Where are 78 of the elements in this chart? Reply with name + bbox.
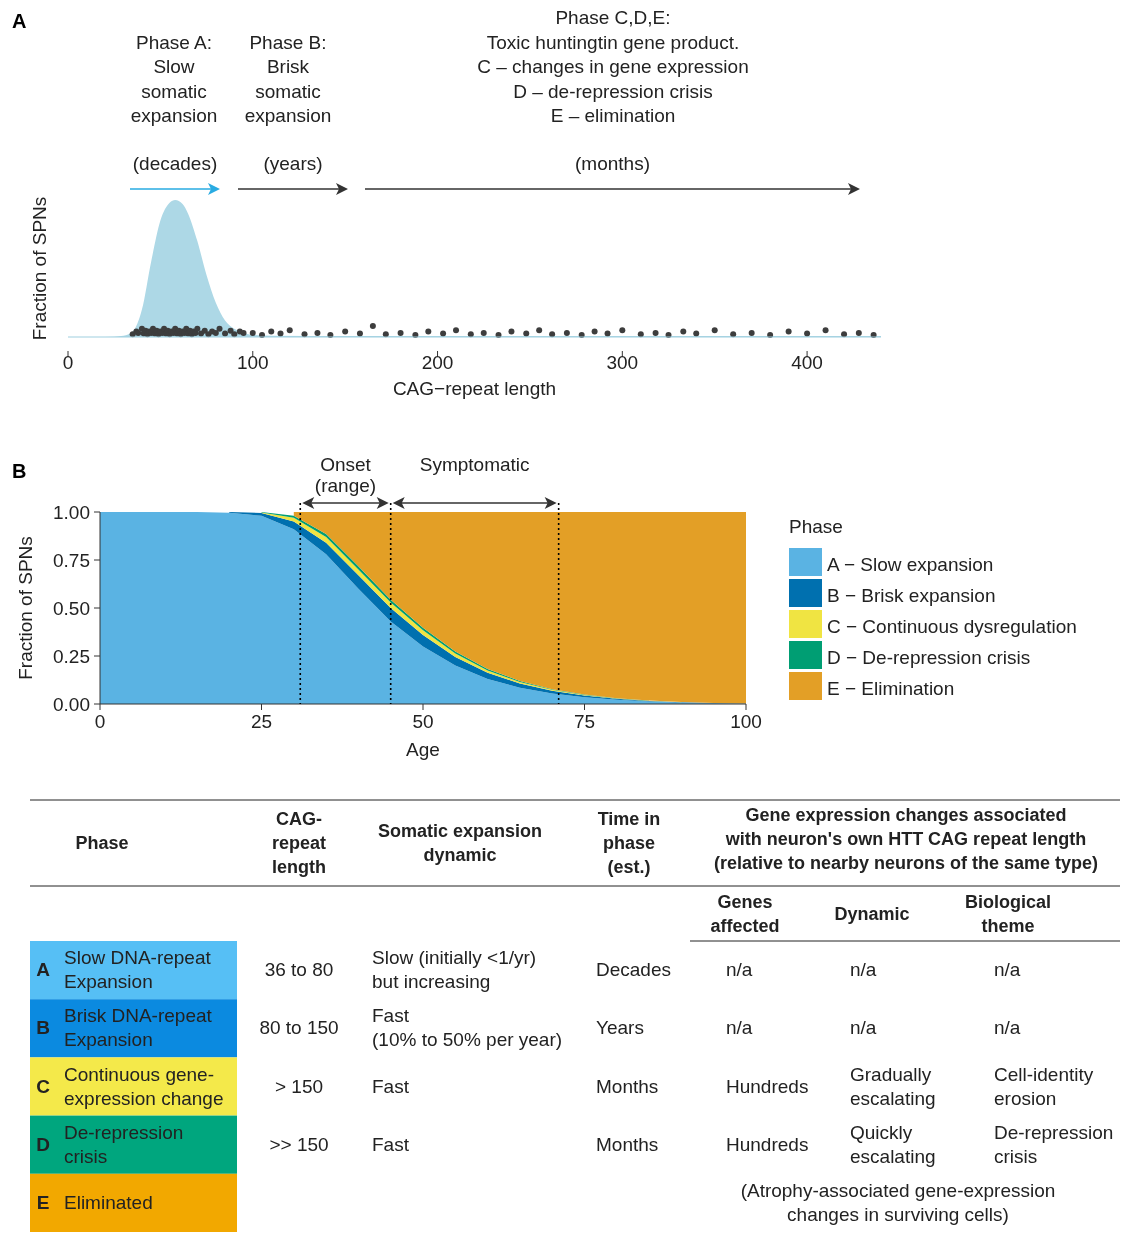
text: Months bbox=[596, 1075, 659, 1097]
x-tick-label: 300 bbox=[606, 352, 639, 373]
y-tick-label: 0.75 bbox=[53, 549, 90, 571]
y-tick-label: 0.50 bbox=[53, 597, 90, 619]
text: E bbox=[36, 1191, 50, 1213]
x-tick-label: 0 bbox=[94, 711, 106, 732]
text: 80 to 150 bbox=[259, 1017, 339, 1039]
text: Phase A: Slow somatic expansion bbox=[130, 31, 218, 126]
text: (decades) bbox=[132, 153, 218, 174]
text: (years) bbox=[263, 153, 323, 174]
text: 36 to 80 bbox=[264, 959, 334, 981]
x-axis-title: CAG−repeat length bbox=[392, 378, 557, 399]
text: Cell-identity erosion bbox=[994, 1063, 1094, 1109]
x-tick-label: 75 bbox=[573, 711, 596, 732]
legend-label: C − Continuous dysregulation bbox=[827, 616, 1077, 637]
text: n/a bbox=[994, 959, 1021, 981]
text: Eliminated bbox=[64, 1191, 153, 1213]
text: Genes affected bbox=[710, 892, 780, 936]
y-tick-label: 0.25 bbox=[53, 645, 90, 667]
text: Fast bbox=[372, 1133, 410, 1155]
text: Quickly escalating bbox=[850, 1121, 936, 1167]
y-tick-label: 0.00 bbox=[53, 693, 90, 715]
text: Time in phase (est.) bbox=[597, 809, 661, 877]
text: Phase bbox=[75, 833, 129, 853]
text: Brisk DNA-repeat Expansion bbox=[64, 1005, 213, 1051]
text: Years bbox=[596, 1017, 644, 1039]
text: n/a bbox=[994, 1017, 1021, 1039]
text: (months) bbox=[575, 153, 650, 174]
text: n/a bbox=[726, 959, 753, 981]
text: Continuous gene- expression change bbox=[64, 1063, 224, 1109]
text: n/a bbox=[726, 1017, 753, 1039]
text: D bbox=[36, 1133, 50, 1155]
x-tick-label: 0 bbox=[62, 352, 74, 373]
x-tick-label: 200 bbox=[421, 352, 454, 373]
legend-label: D − De-repression crisis bbox=[827, 647, 1031, 668]
x-tick-label: 25 bbox=[250, 711, 273, 732]
text: n/a bbox=[850, 959, 877, 981]
legend-label: B − Brisk expansion bbox=[827, 585, 996, 606]
text: Gene expression changes associated with neuron's own HTT CAG repeat length (relative to nearby neurons of the same type) bbox=[713, 805, 1099, 873]
text: Fast (10% to 50% per year) bbox=[372, 1005, 563, 1051]
text: B bbox=[36, 1017, 50, 1039]
text: Dynamic bbox=[834, 904, 910, 924]
text: Months bbox=[596, 1133, 659, 1155]
legend-label: A − Slow expansion bbox=[827, 554, 994, 575]
legend-label: E − Elimination bbox=[827, 678, 955, 699]
text: Fast bbox=[372, 1075, 410, 1097]
text: Gradually escalating bbox=[850, 1063, 936, 1109]
text: >> 150 bbox=[269, 1133, 329, 1155]
text: Phase B: Brisk somatic expansion bbox=[244, 31, 332, 126]
text: Biological theme bbox=[964, 892, 1052, 936]
text: Somatic expansion dynamic bbox=[377, 821, 543, 865]
x-tick-label: 100 bbox=[730, 711, 762, 732]
y-tick-label: 1.00 bbox=[53, 501, 90, 523]
text: A bbox=[36, 959, 51, 981]
text: Hundreds bbox=[726, 1075, 809, 1097]
chart-title: B bbox=[12, 460, 27, 482]
x-tick-label: 400 bbox=[791, 352, 823, 373]
x-tick-label: 100 bbox=[236, 352, 269, 373]
text: C bbox=[36, 1075, 51, 1097]
text: (Atrophy-associated gene-expression changes in surviving cells) bbox=[740, 1179, 1056, 1225]
x-tick-label: 50 bbox=[412, 711, 434, 732]
text: Slow DNA-repeat Expansion bbox=[64, 947, 212, 993]
text: Symptomatic bbox=[419, 454, 530, 475]
y-axis-title: Fraction of SPNs bbox=[29, 196, 50, 341]
text: Slow (initially <1/yr) but increasing bbox=[372, 947, 537, 993]
legend-title: Phase bbox=[789, 516, 843, 537]
text: De-repression crisis bbox=[994, 1121, 1114, 1167]
text: n/a bbox=[850, 1017, 877, 1039]
text: CAG- repeat length bbox=[271, 809, 327, 877]
text: Hundreds bbox=[726, 1133, 809, 1155]
x-axis-title: Age bbox=[406, 739, 440, 760]
chart-title: A bbox=[12, 10, 27, 32]
y-axis-title: Fraction of SPNs bbox=[15, 536, 36, 680]
text: De-repression crisis bbox=[64, 1121, 184, 1167]
text: Onset (range) bbox=[314, 454, 377, 496]
text: Decades bbox=[596, 959, 671, 981]
text: > 150 bbox=[274, 1075, 324, 1097]
text: Phase C,D,E: Toxic huntingtin gene product. C – changes in gene expression D – de-repression crisis E – elimination bbox=[477, 7, 749, 126]
